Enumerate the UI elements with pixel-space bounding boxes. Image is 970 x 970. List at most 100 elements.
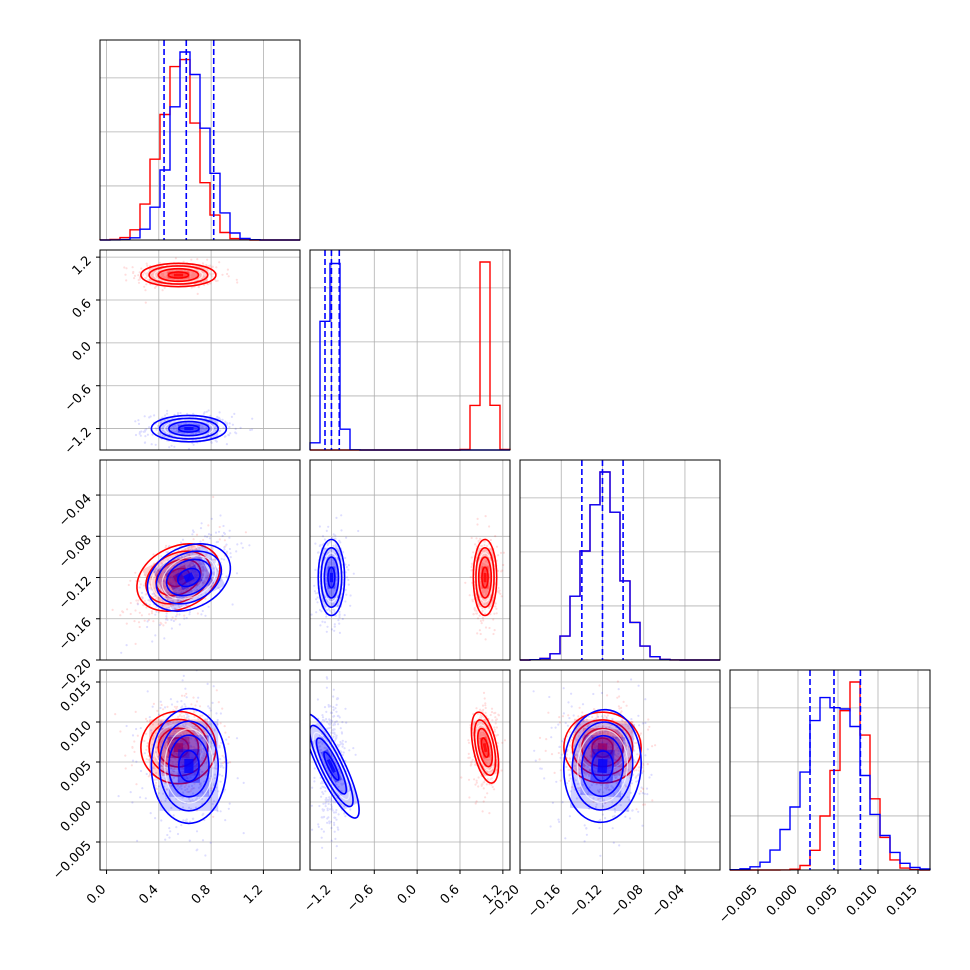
scatter-dot [480, 622, 483, 625]
scatter-dot [175, 591, 178, 595]
scatter-dot [182, 432, 185, 435]
scatter-dot [180, 715, 183, 718]
scatter-dot [139, 769, 143, 773]
scatter-dot [224, 435, 227, 438]
scatter-dot [181, 426, 184, 430]
scatter-dot [207, 264, 210, 268]
scatter-dot [464, 581, 467, 584]
scatter-dot [177, 568, 180, 571]
scatter-dot [197, 753, 200, 756]
scatter-dot [320, 828, 323, 831]
scatter-dot [140, 267, 143, 270]
scatter-dot [611, 776, 614, 780]
scatter-dot [190, 562, 193, 565]
scatter-dot [220, 557, 223, 561]
scatter-dot [188, 546, 191, 549]
scatter-dot [322, 808, 326, 811]
scatter-dot [606, 714, 610, 717]
scatter-dot [161, 426, 164, 429]
scatter-dot [318, 608, 322, 612]
scatter-dot [187, 790, 190, 794]
scatter-dot [476, 517, 479, 521]
scatter-dot [201, 609, 204, 613]
scatter-dot [161, 761, 164, 764]
scatter-dot [216, 415, 219, 418]
scatter-dot [225, 738, 228, 741]
scatter-dot [333, 811, 336, 814]
scatter-dot [646, 748, 649, 751]
scatter-dot [209, 427, 212, 430]
scatter-dot [610, 745, 613, 749]
scatter-dot [618, 695, 621, 698]
scatter-dot [192, 412, 195, 415]
scatter-dot [341, 617, 344, 621]
scatter-dot [169, 576, 172, 579]
density-block [159, 721, 219, 811]
scatter-dot [327, 703, 330, 707]
scatter-dot [185, 596, 188, 599]
scatter-dot [178, 750, 181, 753]
scatter-dot [146, 720, 149, 723]
scatter-dot [495, 726, 498, 729]
scatter-dot [319, 740, 322, 744]
scatter-dot [193, 273, 196, 277]
scatter-dot [164, 546, 167, 549]
scatter-dot [180, 750, 183, 753]
scatter-dot [625, 704, 628, 707]
contour-line [155, 550, 223, 605]
scatter-dot [179, 575, 182, 578]
scatter-dot [595, 783, 598, 786]
scatter-dot [162, 580, 165, 583]
scatter-dot [325, 800, 328, 803]
scatter-dot [335, 571, 338, 575]
scatter-dot [483, 589, 486, 592]
scatter-dot [641, 771, 644, 775]
scatter-dot [189, 807, 193, 811]
scatter-dot [333, 562, 336, 565]
scatter-dot [189, 582, 192, 585]
scatter-dot [148, 416, 151, 419]
panel-2d-2-3 [519, 669, 721, 871]
scatter-dot [140, 430, 143, 433]
scatter-dot [229, 556, 232, 559]
scatter-dot [483, 732, 486, 735]
scatter-dot [181, 806, 185, 809]
scatter-dot [617, 763, 620, 766]
scatter-dot [150, 588, 153, 591]
scatter-dot [214, 740, 217, 743]
scatter-dot [598, 684, 601, 687]
scatter-dot [170, 745, 173, 748]
scatter-dot [613, 775, 616, 778]
scatter-dot [614, 781, 617, 784]
scatter-dot [229, 432, 232, 435]
scatter-dot [332, 706, 335, 709]
scatter-dot [185, 757, 189, 760]
scatter-dot [172, 756, 175, 759]
scatter-dot [192, 272, 195, 276]
scatter-dot [161, 273, 165, 276]
scatter-dot [178, 560, 181, 564]
scatter-dot [330, 589, 333, 592]
scatter-dot [175, 826, 178, 829]
scatter-dot [202, 270, 205, 273]
scatter-dot [164, 747, 168, 750]
scatter-dot [185, 617, 188, 620]
scatter-dot [648, 725, 651, 728]
scatter-dot [563, 741, 566, 744]
scatter-dot [199, 430, 203, 433]
scatter-dot [332, 544, 335, 547]
scatter-dot [495, 734, 498, 737]
scatter-dot [202, 757, 205, 760]
scatter-dot [149, 812, 152, 815]
contour-line [315, 737, 348, 795]
scatter-dot [586, 725, 590, 728]
scatter-dot [199, 785, 202, 788]
scatter-dot [217, 569, 220, 573]
scatter-dot [144, 441, 147, 444]
scatter-dot [544, 749, 547, 753]
scatter-dot [169, 720, 172, 723]
scatter-dot [334, 737, 337, 740]
scatter-dot [177, 456, 179, 458]
scatter-dot [194, 574, 198, 578]
scatter-dot [334, 737, 337, 740]
